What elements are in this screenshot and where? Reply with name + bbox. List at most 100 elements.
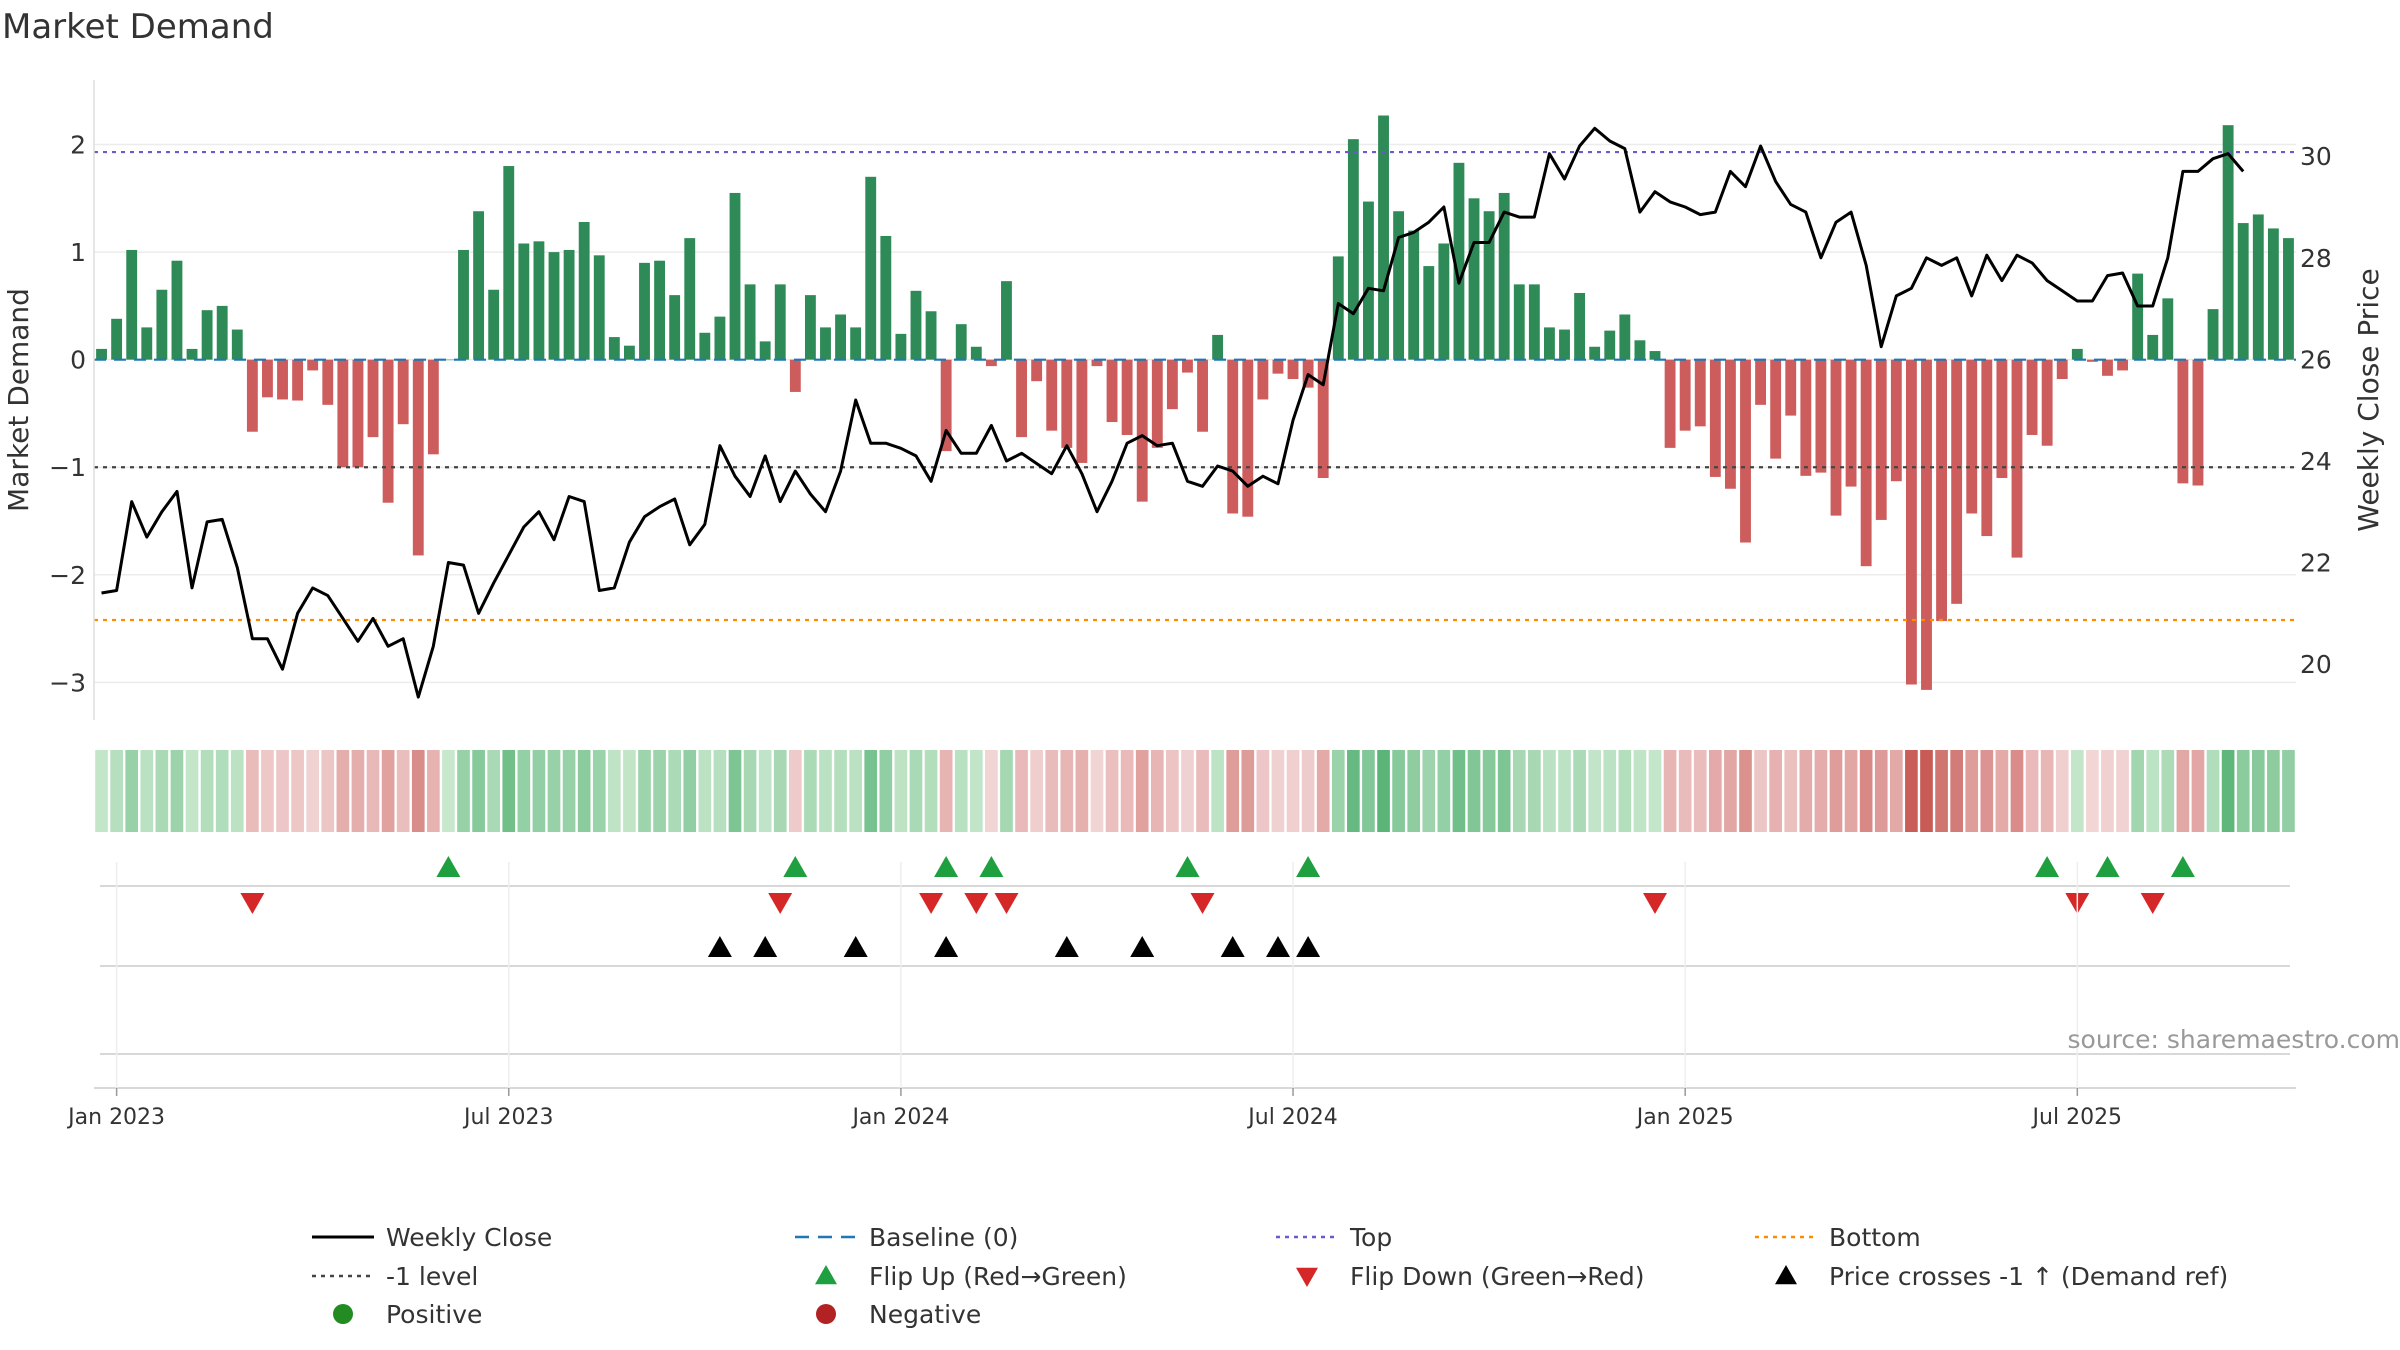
demand-bar	[774, 284, 786, 360]
reference-lines	[94, 150, 2296, 622]
heat-cell	[291, 750, 304, 832]
demand-bar	[126, 249, 138, 360]
heat-cell	[1965, 750, 1979, 832]
y-tick-label: 1	[70, 238, 86, 267]
demand-bar	[955, 324, 967, 360]
heat-cell	[1678, 750, 1692, 832]
heat-cell	[2221, 750, 2235, 832]
heat-cell	[321, 750, 335, 832]
demand-bar	[1227, 359, 1239, 514]
heat-cell	[1482, 750, 1496, 832]
demand-bar	[2283, 238, 2294, 360]
demand-bar	[156, 289, 168, 360]
heat-cell	[1769, 750, 1782, 832]
demand-bar	[608, 337, 620, 360]
heat-cell	[1422, 750, 1436, 832]
demand-bar	[503, 166, 515, 360]
demand-bar	[292, 359, 304, 401]
heat-cell	[743, 750, 757, 832]
legend-swatch	[333, 1304, 353, 1324]
x-tick-label: Jan 2025	[1635, 1105, 1734, 1130]
demand-bar	[1619, 314, 1631, 360]
demand-bar	[1001, 281, 1012, 360]
heat-cell	[864, 750, 878, 832]
legend-label: Bottom	[1829, 1223, 1921, 1252]
heat-cell	[1859, 750, 1873, 832]
heat-cell	[773, 750, 787, 832]
heat-cell	[668, 750, 681, 832]
price-cross-marker	[1296, 936, 1321, 957]
demand-bar	[623, 345, 635, 360]
demand-bar	[699, 332, 711, 360]
legend-swatch	[815, 1265, 837, 1285]
heat-cell	[1256, 750, 1270, 832]
x-axis: Jan 2023 Jul 2023 Jan 2024 Jul 2024 Jan 2025…	[66, 862, 2122, 1130]
heat-cell	[306, 750, 320, 832]
heat-cell	[1045, 750, 1059, 832]
demand-bar	[1438, 243, 1450, 360]
demand-bar	[2267, 228, 2279, 360]
legend-swatch	[1296, 1267, 1318, 1287]
legend-label: Flip Down (Green→Red)	[1350, 1262, 1645, 1291]
heat-cell	[1709, 750, 1722, 832]
demand-bar	[231, 329, 243, 360]
demand-bar	[1317, 359, 1329, 478]
x-tick-label: Jan 2024	[850, 1105, 949, 1130]
heat-cell	[246, 750, 259, 832]
demand-bar	[96, 348, 107, 360]
demand-bar	[2086, 359, 2098, 362]
heat-cell	[517, 750, 531, 832]
demand-bar	[1921, 359, 1932, 690]
demand-bar	[533, 241, 545, 360]
demand-bar	[1347, 139, 1359, 360]
heat-cell	[547, 750, 561, 832]
y2-tick-label: 22	[2300, 549, 2332, 578]
demand-bar	[1061, 359, 1073, 448]
demand-bar	[473, 211, 485, 360]
heat-cell	[1905, 750, 1918, 832]
demand-bar	[804, 295, 816, 360]
flip-up-marker	[979, 856, 1004, 877]
legend-swatch	[1775, 1265, 1797, 1285]
heat-cell	[1558, 750, 1571, 832]
heat-cell	[2040, 750, 2054, 832]
demand-bar	[141, 327, 153, 360]
heat-cell	[1407, 750, 1421, 832]
demand-bar	[2162, 298, 2174, 360]
heat-cell	[1075, 750, 1089, 832]
demand-bar	[1423, 266, 1435, 360]
demand-bar	[1966, 359, 1978, 514]
heat-cell	[1844, 750, 1858, 832]
demand-bar	[895, 333, 907, 360]
legend-label: Negative	[869, 1300, 981, 1329]
demand-bar	[458, 249, 469, 360]
heat-cell	[1603, 750, 1617, 832]
x-tick-label: Jul 2024	[1246, 1105, 1338, 1130]
demand-bar	[1016, 359, 1027, 438]
demand-bar	[427, 359, 439, 455]
flip-down-marker	[240, 893, 265, 914]
demand-bar	[1257, 359, 1269, 400]
demand-bar	[1031, 359, 1043, 382]
heat-cell	[411, 750, 425, 832]
heat-cell	[638, 750, 651, 832]
demand-bar	[412, 359, 424, 556]
demand-bar	[2177, 359, 2189, 484]
flip-up-marker	[436, 856, 461, 877]
flip-up-marker	[2035, 856, 2060, 877]
demand-bar	[171, 260, 183, 360]
heat-cell	[849, 750, 862, 832]
demand-bar	[1755, 359, 1767, 405]
demand-bar	[337, 359, 349, 468]
heat-cell	[1648, 750, 1662, 832]
heat-cell	[2146, 750, 2160, 832]
heat-cell	[1392, 750, 1405, 832]
flip-up-marker	[1175, 856, 1200, 877]
demand-bar	[352, 359, 364, 468]
heat-cell	[728, 750, 742, 832]
flip-up-marker	[783, 856, 808, 877]
heat-cell	[336, 750, 350, 832]
demand-bar	[850, 327, 862, 360]
heat-cell	[1362, 750, 1375, 832]
heat-cell	[698, 750, 712, 832]
